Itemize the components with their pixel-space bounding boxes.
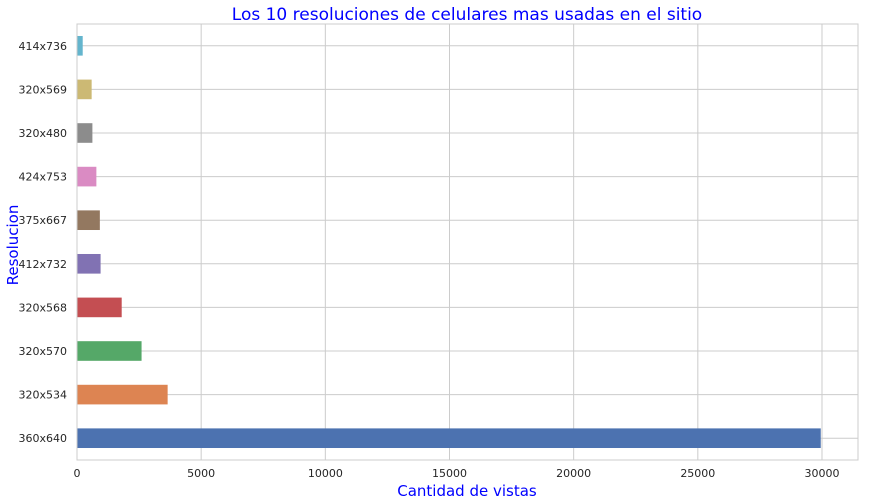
y-tick-label: 424x753 <box>18 171 67 184</box>
x-tick-label: 30000 <box>804 467 839 480</box>
x-tick-label: 10000 <box>308 467 343 480</box>
bar-424x753 <box>77 166 97 187</box>
bars <box>77 35 821 449</box>
y-tick-label: 414x736 <box>18 40 67 53</box>
bar-320x568 <box>77 297 122 318</box>
y-tick-label: 320x570 <box>18 345 67 358</box>
bar-414x736 <box>77 35 83 56</box>
y-tick-label: 320x568 <box>18 301 67 314</box>
bar-412x732 <box>77 253 101 274</box>
y-tick-label: 320x569 <box>18 83 67 96</box>
x-tick-label: 15000 <box>432 467 467 480</box>
x-tick-label: 5000 <box>187 467 215 480</box>
y-tick-label: 320x480 <box>18 127 67 140</box>
grid-lines <box>76 24 858 460</box>
x-tick-label: 25000 <box>680 467 715 480</box>
y-tick-label: 412x732 <box>18 258 67 271</box>
y-tick-label: 360x640 <box>18 432 67 445</box>
chart-title: Los 10 resoluciones de celulares mas usa… <box>232 5 702 25</box>
y-tick-label: 375x667 <box>18 214 67 227</box>
bar-320x570 <box>77 341 142 361</box>
bar-360x640 <box>77 428 821 449</box>
y-axis-label: Resolucion <box>4 205 22 286</box>
x-tick-labels: 0 5000 10000 15000 20000 25000 30000 <box>74 467 840 480</box>
bar-320x480 <box>77 123 93 143</box>
x-axis-label: Cantidad de vistas <box>397 482 537 500</box>
bar-375x667 <box>77 210 100 231</box>
y-tick-label: 320x534 <box>18 389 67 402</box>
plot-frame <box>76 23 859 461</box>
x-tick-label: 20000 <box>556 467 591 480</box>
bar-320x534 <box>77 384 168 405</box>
x-tick-label: 0 <box>74 467 81 480</box>
y-tick-labels: 360x640 320x534 320x570 320x568 412x732 375x6… <box>18 40 67 445</box>
bar-320x569 <box>77 79 92 100</box>
